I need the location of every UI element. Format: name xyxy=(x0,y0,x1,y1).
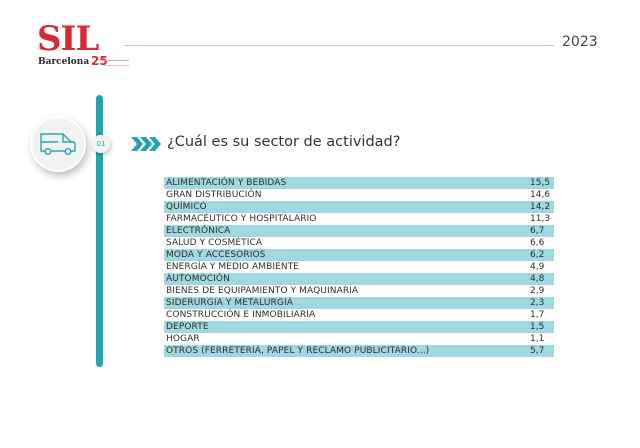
row-value: 1,5 xyxy=(530,322,545,332)
step-number-badge: 01 xyxy=(92,135,110,153)
logo-city: Barcelona xyxy=(38,57,90,67)
table-row: CONSTRUCCIÓN E INMOBILIARIA 1,7 xyxy=(164,309,554,321)
row-label: HOGAR xyxy=(166,334,200,344)
row-value: 2,9 xyxy=(530,286,545,296)
row-value: 2,3 xyxy=(530,298,545,308)
row-label: DEPORTE xyxy=(166,322,209,332)
row-value: 4,9 xyxy=(530,262,545,272)
row-value: 6,7 xyxy=(530,226,545,236)
sector-icon-badge xyxy=(30,116,86,172)
row-label: ALIMENTACIÓN Y BEBIDAS xyxy=(166,178,287,188)
table-row: BIENES DE EQUIPAMIENTO Y MAQUINARIA 2,9 xyxy=(164,285,554,297)
row-label: ENERGÍA Y MEDIO AMBIENTE xyxy=(166,262,300,272)
row-label: MODA Y ACCESORIOS xyxy=(166,250,266,260)
sector-table: ALIMENTACIÓN Y BEBIDAS 15,5 GRAN DISTRIBU… xyxy=(164,177,554,357)
table-row: GRAN DISTRIBUCIÓN 14,6 xyxy=(164,189,554,201)
section-question: ¿Cuál es su sector de actividad? xyxy=(167,134,401,150)
timeline-bar xyxy=(96,95,103,367)
row-label: ELECTRÓNICA xyxy=(166,226,231,236)
row-label: CONSTRUCCIÓN E INMOBILIARIA xyxy=(166,310,316,320)
row-label: FARMACÉUTICO Y HOSPITALARIO xyxy=(166,214,317,224)
table-row: MODA Y ACCESORIOS 6,2 xyxy=(164,249,554,261)
table-row: AUTOMOCIÓN 4,8 xyxy=(164,273,554,285)
row-label: AUTOMOCIÓN xyxy=(166,274,230,284)
row-label: OTROS (FERRETERIA, PAPEL Y RECLAMO PUBLI… xyxy=(166,346,430,356)
row-label: BIENES DE EQUIPAMIENTO Y MAQUINARIA xyxy=(166,286,359,296)
table-row: OTROS (FERRETERIA, PAPEL Y RECLAMO PUBLI… xyxy=(164,345,554,357)
logo-tagline-decoration xyxy=(103,60,129,66)
sil-barcelona-logo: SIL Barcelona 25 xyxy=(37,22,137,72)
row-value: 14,6 xyxy=(530,190,551,200)
row-value: 11,3 xyxy=(530,214,551,224)
table-row: SALUD Y COSMÉTICA 6,6 xyxy=(164,237,554,249)
table-row: ENERGÍA Y MEDIO AMBIENTE 4,9 xyxy=(164,261,554,273)
row-value: 1,1 xyxy=(530,334,545,344)
row-value: 4,8 xyxy=(530,274,545,284)
header-divider xyxy=(124,45,554,46)
van-icon xyxy=(40,133,76,156)
triple-chevron-right-icon xyxy=(131,137,161,151)
year-label: 2023 xyxy=(562,34,598,50)
row-label: QUÍMICO xyxy=(166,202,207,212)
table-row: FARMACÉUTICO Y HOSPITALARIO 11,3 xyxy=(164,213,554,225)
table-row: DEPORTE 1,5 xyxy=(164,321,554,333)
row-value: 1,7 xyxy=(530,310,545,320)
row-value: 5,7 xyxy=(530,346,545,356)
row-label: GRAN DISTRIBUCIÓN xyxy=(166,190,262,200)
table-row: ELECTRÓNICA 6,7 xyxy=(164,225,554,237)
logo-anniversary: 25 xyxy=(91,54,108,68)
row-value: 6,2 xyxy=(530,250,545,260)
row-value: 14,2 xyxy=(530,202,551,212)
row-value: 6,6 xyxy=(530,238,545,248)
table-row: HOGAR 1,1 xyxy=(164,333,554,345)
logo-brand: SIL xyxy=(37,19,99,59)
row-value: 15,5 xyxy=(530,178,551,188)
row-label: SALUD Y COSMÉTICA xyxy=(166,238,263,248)
table-row: ALIMENTACIÓN Y BEBIDAS 15,5 xyxy=(164,177,554,189)
table-row: QUÍMICO 14,2 xyxy=(164,201,554,213)
table-row: SIDERURGIA Y METALURGIA 2,3 xyxy=(164,297,554,309)
row-label: SIDERURGIA Y METALURGIA xyxy=(166,298,293,308)
